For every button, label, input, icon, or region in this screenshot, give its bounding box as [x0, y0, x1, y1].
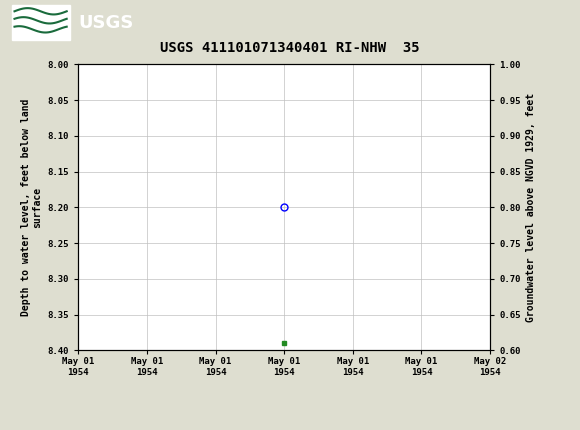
- Y-axis label: Depth to water level, feet below land
surface: Depth to water level, feet below land su…: [21, 99, 42, 316]
- Text: USGS: USGS: [78, 14, 133, 31]
- Text: USGS 411101071340401 RI-NHW  35: USGS 411101071340401 RI-NHW 35: [160, 41, 420, 55]
- FancyBboxPatch shape: [12, 6, 70, 40]
- Y-axis label: Groundwater level above NGVD 1929, feet: Groundwater level above NGVD 1929, feet: [526, 93, 536, 322]
